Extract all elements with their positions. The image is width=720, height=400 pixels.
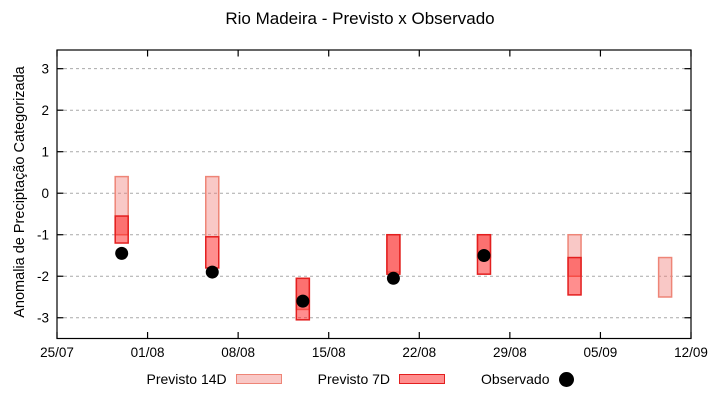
legend-label-observado: Observado — [481, 371, 550, 387]
bar-previsto-7d-06/08 — [205, 236, 220, 269]
previsto-7d-swatch-icon — [399, 374, 446, 384]
bar-previsto-14d-30/07 — [114, 175, 129, 236]
bar-previsto-7d-20/08 — [386, 233, 401, 275]
observed-dot-06/08 — [205, 265, 219, 279]
observed-dot-13/08 — [296, 294, 310, 308]
observado-dot-icon — [558, 371, 574, 387]
y-tick-label: -3 — [37, 311, 49, 326]
bar-previsto-7d-03/09 — [567, 256, 582, 296]
previsto-14d-swatch-icon — [235, 374, 282, 384]
legend-label-previsto-14d: Previsto 14D — [146, 371, 227, 387]
legend-label-previsto-7d: Previsto 7D — [317, 371, 391, 387]
x-tick-label: 12/09 — [674, 345, 708, 360]
y-tick-label: -2 — [37, 269, 49, 284]
chart-title: Rio Madeira - Previsto x Observado — [225, 9, 495, 28]
x-tick-label: 22/08 — [402, 345, 436, 360]
legend: Previsto 14D Previsto 7D Observado — [0, 371, 720, 387]
y-tick-label: 0 — [41, 186, 49, 201]
bar-previsto-7d-30/07 — [114, 215, 129, 244]
bar-previsto-14d-06/08 — [205, 175, 220, 238]
bar-previsto-14d-10/09 — [657, 256, 673, 298]
plot-border — [56, 49, 692, 340]
y-tick-label: 3 — [41, 61, 49, 76]
bar-previsto-14d-03/09 — [567, 233, 582, 277]
x-tick-label: 25/07 — [40, 345, 74, 360]
legend-item-previsto-7d: Previsto 7D — [317, 371, 446, 387]
observed-dot-30/07 — [115, 246, 129, 260]
x-tick-label: 08/08 — [221, 345, 255, 360]
y-tick-label: 2 — [41, 103, 49, 118]
y-tick-label: 1 — [41, 145, 49, 160]
x-tick-label: 29/08 — [493, 345, 527, 360]
legend-item-observado: Observado — [481, 371, 574, 387]
observed-dot-27/08 — [477, 248, 491, 262]
legend-item-previsto-14d: Previsto 14D — [147, 371, 282, 387]
x-tick-label: 01/08 — [131, 345, 165, 360]
y-tick-label: -1 — [37, 228, 49, 243]
observed-dot-20/08 — [386, 271, 400, 285]
x-tick-label: 15/08 — [312, 345, 346, 360]
x-tick-label: 05/09 — [584, 345, 618, 360]
